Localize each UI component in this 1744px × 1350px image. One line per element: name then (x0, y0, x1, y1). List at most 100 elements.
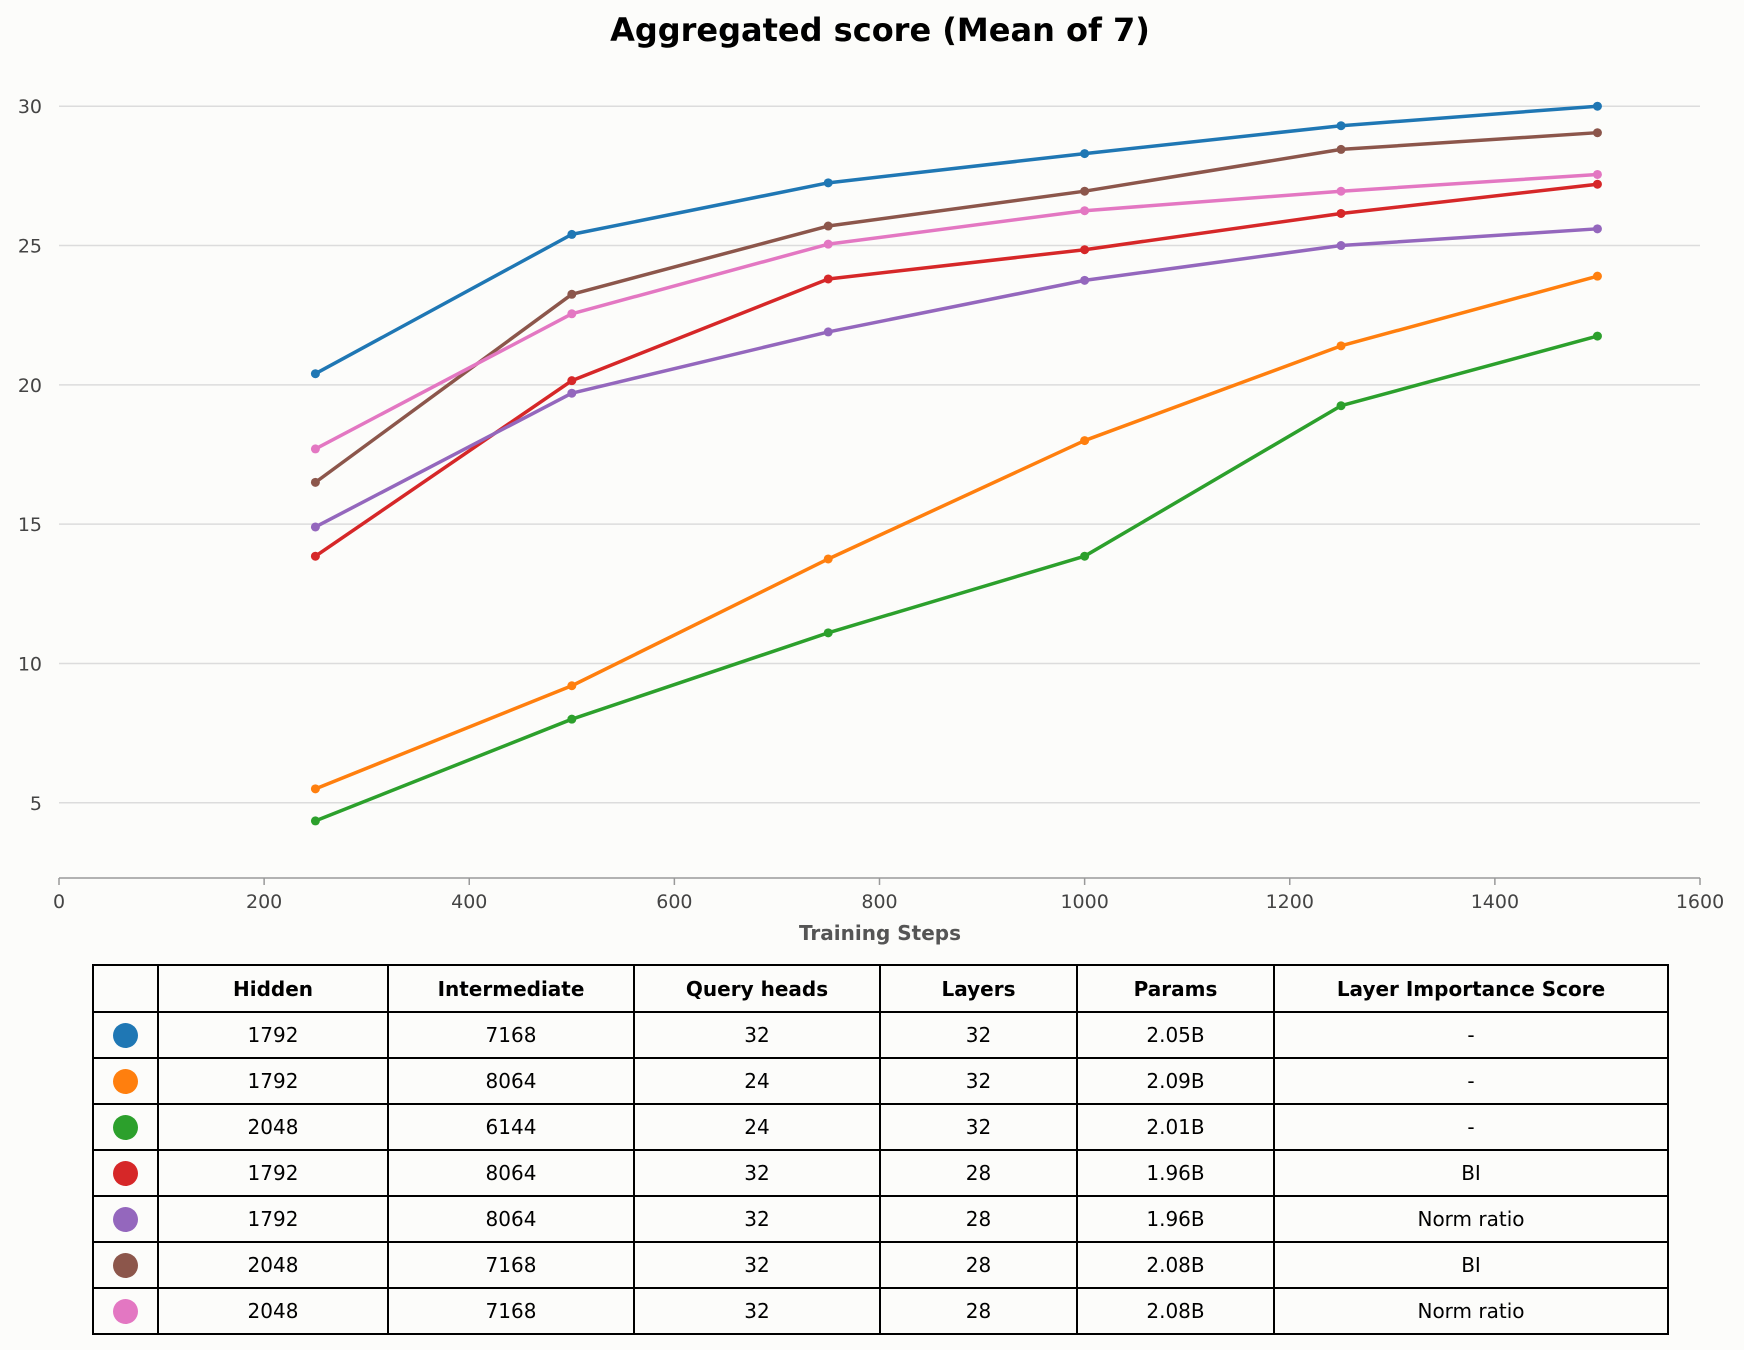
cell-params: 1.96B (1076, 1149, 1275, 1197)
cell-params: 2.08B (1076, 1241, 1275, 1289)
cell-score: - (1273, 1057, 1669, 1105)
cell-layers: 28 (879, 1287, 1078, 1335)
legend-dot-icon (113, 1253, 138, 1278)
series-line-1 (314, 104, 1598, 376)
data-point (310, 444, 320, 454)
cell-intermediate: 7168 (387, 1011, 635, 1059)
cell-score: Norm ratio (1273, 1195, 1669, 1243)
gridlines (59, 105, 1700, 804)
header-intermediate: Intermediate (387, 964, 635, 1013)
table-row: 1792 8064 32 28 1.96B Norm ratio (92, 1195, 1669, 1243)
data-point (567, 388, 577, 398)
data-point (1080, 186, 1090, 196)
x-tick-label: 1600 (1676, 891, 1724, 913)
data-point (823, 178, 833, 188)
cell-hidden: 1792 (157, 1149, 389, 1197)
header-query-heads: Query heads (633, 964, 881, 1013)
legend-dot-icon (113, 1069, 138, 1094)
axes: 5 10 15 20 25 30 0 200 400 600 800 1000 1200 1400 1600 (18, 96, 1724, 913)
data-point (1080, 436, 1090, 446)
cell-params: 2.01B (1076, 1103, 1275, 1151)
x-tick-label: 200 (246, 891, 282, 913)
data-point (310, 522, 320, 532)
data-point (1592, 128, 1602, 138)
cell-hidden: 2048 (157, 1103, 389, 1151)
header-params: Params (1076, 964, 1275, 1013)
cell-layers: 28 (879, 1149, 1078, 1197)
series-line-2 (314, 274, 1598, 791)
x-tick-label: 1400 (1471, 891, 1519, 913)
legend-dot-icon (113, 1023, 138, 1048)
data-point (823, 274, 833, 284)
y-tick-label: 15 (18, 514, 42, 536)
cell-intermediate: 6144 (387, 1103, 635, 1151)
data-point (310, 477, 320, 487)
x-tick-label: 400 (451, 891, 487, 913)
legend-cell (92, 1103, 159, 1151)
cell-layers: 28 (879, 1241, 1078, 1289)
data-point (567, 681, 577, 691)
data-point (567, 289, 577, 299)
header-layers: Layers (879, 964, 1078, 1013)
data-point (1336, 241, 1346, 251)
data-point (1080, 206, 1090, 216)
data-point (310, 551, 320, 561)
table-row: 2048 7168 32 28 2.08B BI (92, 1241, 1669, 1289)
x-tick-label: 1000 (1060, 891, 1108, 913)
chart-title: Aggregated score (Mean of 7) (610, 11, 1150, 49)
data-point (1080, 245, 1090, 255)
data-point (823, 221, 833, 231)
data-point (1336, 341, 1346, 351)
x-tick-label: 800 (861, 891, 897, 913)
cell-query-heads: 32 (633, 1241, 881, 1289)
data-point (310, 784, 320, 794)
data-point (567, 309, 577, 319)
y-tick-label: 25 (18, 236, 42, 258)
series-line-3 (314, 334, 1598, 823)
data-point (1336, 144, 1346, 154)
y-tick-label: 5 (30, 793, 42, 815)
legend-cell (92, 1011, 159, 1059)
legend-dot-icon (113, 1207, 138, 1232)
cell-layers: 28 (879, 1195, 1078, 1243)
series-line-5 (314, 227, 1598, 529)
data-point (1080, 551, 1090, 561)
line-chart: Aggregated score (Mean of 7) 5 10 15 20 25 30… (18, 11, 1724, 945)
legend-cell (92, 1149, 159, 1197)
cell-params: 1.96B (1076, 1195, 1275, 1243)
cell-query-heads: 32 (633, 1149, 881, 1197)
table-row: 2048 6144 24 32 2.01B - (92, 1103, 1669, 1151)
cell-intermediate: 7168 (387, 1241, 635, 1289)
cell-score: Norm ratio (1273, 1287, 1669, 1335)
cell-layers: 32 (879, 1057, 1078, 1105)
data-point (823, 554, 833, 564)
x-tick-label: 600 (656, 891, 692, 913)
series-line-7 (314, 172, 1598, 451)
cell-hidden: 2048 (157, 1287, 389, 1335)
data-point (1080, 149, 1090, 159)
cell-hidden: 1792 (157, 1011, 389, 1059)
cell-intermediate: 8064 (387, 1057, 635, 1105)
data-point (823, 628, 833, 638)
data-point (1592, 101, 1602, 111)
data-point (567, 376, 577, 386)
legend-dot-icon (113, 1299, 138, 1324)
data-point (310, 816, 320, 826)
x-tick-label: 0 (53, 891, 65, 913)
cell-query-heads: 24 (633, 1057, 881, 1105)
cell-query-heads: 32 (633, 1287, 881, 1335)
data-point (1592, 224, 1602, 234)
cell-query-heads: 32 (633, 1011, 881, 1059)
data-point (567, 714, 577, 724)
legend-cell (92, 1195, 159, 1243)
header-hidden: Hidden (157, 964, 389, 1013)
y-tick-label: 30 (18, 96, 42, 118)
cell-params: 2.09B (1076, 1057, 1275, 1105)
series-lines (310, 101, 1602, 826)
cell-query-heads: 24 (633, 1103, 881, 1151)
y-tick-label: 20 (18, 375, 42, 397)
series-line-6 (314, 130, 1598, 484)
data-point (310, 369, 320, 379)
data-point (1336, 186, 1346, 196)
table-header-row: Hidden Intermediate Query heads Layers P… (92, 964, 1669, 1013)
